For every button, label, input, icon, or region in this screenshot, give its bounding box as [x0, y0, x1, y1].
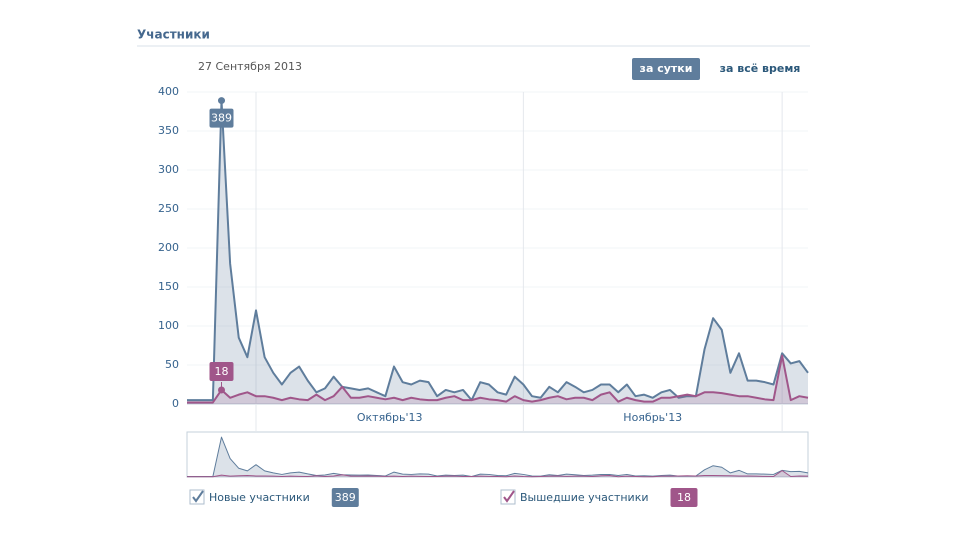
series-area	[187, 355, 808, 404]
y-tick-label: 50	[165, 358, 179, 371]
series-line	[187, 99, 809, 402]
legend-check[interactable]	[192, 490, 204, 503]
x-month-label: Октябрь'13	[357, 411, 423, 424]
tooltip-value: 18	[215, 365, 229, 378]
nav-area	[187, 437, 808, 477]
tooltip-value: 389	[211, 112, 232, 125]
legend-value: 389	[335, 491, 356, 504]
y-tick-label: 200	[158, 241, 179, 254]
legend-label: Новые участники	[209, 491, 310, 504]
nav-area	[187, 470, 808, 477]
y-tick-label: 350	[158, 124, 179, 137]
plot-bg	[187, 92, 808, 432]
tooltip-bg	[209, 361, 234, 381]
legend-badge	[670, 488, 698, 507]
y-tick-label: 250	[158, 202, 179, 215]
legend-badge	[331, 488, 359, 507]
series-line	[187, 354, 809, 404]
all-time-button[interactable]: за всё время	[720, 62, 801, 75]
legend-label: Вышедшие участники	[520, 491, 649, 504]
y-tick-label: 100	[158, 319, 179, 332]
y-tick-label: 0	[172, 397, 179, 410]
day-button-bg[interactable]	[632, 58, 700, 80]
day-button[interactable]: за сутки	[640, 62, 693, 75]
section-title: Участники	[137, 28, 210, 42]
y-tick-label: 150	[158, 280, 179, 293]
x-month-label: Ноябрь'13	[623, 411, 682, 424]
date: 27 Сентября 2013	[198, 60, 302, 73]
y-tick-label: 400	[158, 85, 179, 98]
legend-check[interactable]	[503, 490, 515, 503]
legend-value: 18	[677, 491, 691, 504]
nav-line	[187, 470, 809, 478]
tooltip-bg	[209, 108, 234, 128]
y-tick-label: 300	[158, 163, 179, 176]
series-area	[187, 100, 808, 404]
nav-line	[187, 436, 809, 477]
